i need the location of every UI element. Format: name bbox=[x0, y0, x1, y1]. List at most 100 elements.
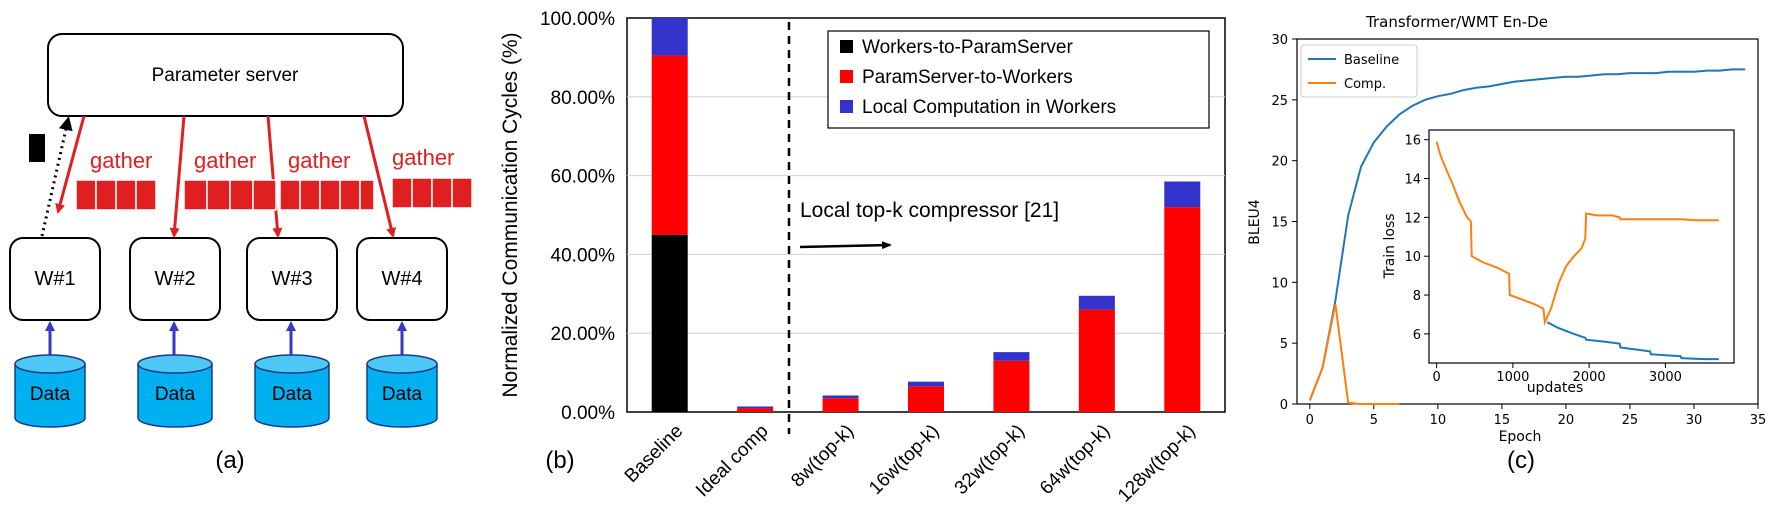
legend-c: Baseline Comp. bbox=[1300, 44, 1418, 98]
y-axis-label-b: Normalized Communication Cycles (%) bbox=[499, 32, 522, 397]
worker-label-3: W#3 bbox=[271, 268, 312, 290]
bar-segment bbox=[993, 352, 1030, 361]
x-tick-label-b: Ideal comp bbox=[692, 421, 773, 502]
worker-label-2: W#2 bbox=[154, 268, 195, 290]
gradient-blocks-4 bbox=[391, 177, 473, 209]
data-cylinder-1: Data bbox=[14, 354, 86, 428]
data-label-1: Data bbox=[30, 384, 71, 405]
axis-ticks-c: 0 5 10 15 20 25 30 35 0 5 10 15 20 25 30 bbox=[1271, 33, 1766, 428]
gather-label-3: gather bbox=[288, 148, 350, 173]
y-tick-label-b: 20.00% bbox=[551, 324, 616, 345]
panel-b-chart: 0.00% 20.00% 40.00% 60.00% 80.00% 100.00% Bas… bbox=[499, 9, 1226, 507]
panel-c-chart: Transformer/WMT En-De 0 5 10 15 20 25 30 35 0 5 10… bbox=[1247, 13, 1766, 474]
x-tick-label-b: 8w(top-k) bbox=[787, 421, 858, 492]
data-label-4: Data bbox=[382, 384, 423, 405]
y-axis-label-c: BLEU4 bbox=[1247, 199, 1263, 244]
caption-a: (a) bbox=[215, 447, 244, 474]
inset-x-tick-label: 1000 bbox=[1496, 370, 1529, 385]
inset-series-line bbox=[1435, 141, 1719, 326]
data-label-2: Data bbox=[155, 384, 196, 405]
upload-block bbox=[29, 134, 45, 162]
bars-b bbox=[651, 18, 1201, 412]
inset-c: 0 1000 2000 3000 6 8 10 12 14 16 updates Train lo… bbox=[1382, 129, 1735, 396]
inset-series-line bbox=[1546, 321, 1719, 361]
y-tick-label-c: 10 bbox=[1271, 276, 1288, 291]
bar-segment bbox=[737, 408, 774, 412]
x-tick-label-c: 5 bbox=[1370, 413, 1378, 428]
gather-label-4: gather bbox=[392, 145, 454, 170]
gather-arrow-3 bbox=[266, 115, 283, 238]
legend-b: Workers-to-ParamServer ParamServer-to-Wor… bbox=[827, 30, 1210, 129]
worker-1: W#1 bbox=[9, 237, 101, 321]
y-tick-label-b: 0.00% bbox=[561, 403, 615, 424]
inset-x-tick-label: 3000 bbox=[1649, 370, 1682, 385]
inset-y-tick-label: 8 bbox=[1413, 289, 1421, 304]
bar-segment bbox=[822, 395, 859, 399]
data-cylinder-4: Data bbox=[366, 354, 438, 428]
y-tick-label-c: 15 bbox=[1271, 216, 1288, 231]
legend-label-c: Baseline bbox=[1344, 53, 1399, 68]
legend-label-b: ParamServer-to-Workers bbox=[862, 67, 1073, 88]
worker-3: W#3 bbox=[246, 237, 338, 321]
x-tick-label-c: 15 bbox=[1494, 413, 1511, 428]
y-tick-label-b: 100.00% bbox=[540, 9, 615, 30]
caption-c: (c) bbox=[1507, 447, 1535, 474]
y-tick-label-b: 40.00% bbox=[551, 245, 616, 266]
bar-segment bbox=[908, 386, 944, 412]
bar-segment bbox=[651, 234, 688, 412]
x-tick-label-c: 0 bbox=[1306, 413, 1314, 428]
x-tick-label-c: 30 bbox=[1686, 413, 1703, 428]
panel-a-diagram: Parameter server gather gather gather ga… bbox=[9, 33, 473, 474]
series-line-c bbox=[1308, 68, 1746, 401]
x-tick-label-b: Baseline bbox=[621, 421, 687, 487]
annotation-arrow-b bbox=[799, 241, 892, 250]
gather-arrow-2 bbox=[169, 115, 186, 238]
upload-arrow bbox=[40, 116, 73, 237]
x-tick-label-b: 128w(top-k) bbox=[1114, 421, 1200, 507]
x-ticks-b: Baseline Ideal comp 8w(top-k) 16w(top-k) 32w… bbox=[621, 421, 1200, 507]
y-tick-label-b: 80.00% bbox=[551, 88, 616, 109]
inset-y-tick-label: 12 bbox=[1404, 211, 1421, 226]
inset-y-tick-label: 16 bbox=[1404, 134, 1421, 149]
series-lines-c bbox=[1308, 68, 1746, 405]
y-tick-label-b: 60.00% bbox=[551, 167, 616, 188]
bar-segment bbox=[651, 18, 688, 56]
inset-x-tick-label: 2000 bbox=[1573, 370, 1606, 385]
bar-segment bbox=[822, 398, 859, 412]
y-tick-label-c: 30 bbox=[1271, 33, 1288, 48]
inset-x-tick-label: 0 bbox=[1432, 370, 1440, 385]
x-tick-label-c: 10 bbox=[1430, 413, 1447, 428]
gradient-blocks-2 bbox=[183, 179, 277, 211]
bar-segment bbox=[1078, 295, 1115, 310]
worker-2: W#2 bbox=[129, 237, 221, 321]
data-cylinder-2: Data bbox=[137, 354, 213, 428]
y-tick-label-c: 20 bbox=[1271, 155, 1288, 170]
legend-label-b: Local Computation in Workers bbox=[862, 97, 1116, 118]
bar-segment bbox=[651, 55, 688, 235]
series-line-c bbox=[1308, 304, 1400, 405]
worker-4: W#4 bbox=[356, 237, 448, 321]
parameter-server-box bbox=[47, 33, 404, 117]
data-cylinder-3: Data bbox=[254, 354, 330, 428]
legend-swatch-b bbox=[840, 70, 853, 83]
y-tick-label-c: 25 bbox=[1271, 94, 1288, 109]
y-tick-label-c: 5 bbox=[1280, 337, 1288, 352]
inset-y-tick-label: 10 bbox=[1404, 250, 1421, 265]
inset-y-tick-label: 6 bbox=[1413, 328, 1421, 343]
bar-segment bbox=[1078, 309, 1115, 412]
gather-label-2: gather bbox=[194, 148, 256, 173]
x-tick-label-c: 35 bbox=[1750, 413, 1767, 428]
bar-segment bbox=[1164, 207, 1201, 412]
gather-label-1: gather bbox=[90, 148, 152, 173]
inset-y-label: Train loss bbox=[1382, 213, 1398, 279]
x-tick-label-b: 16w(top-k) bbox=[865, 421, 943, 499]
inset-ticks: 0 1000 2000 3000 6 8 10 12 14 16 bbox=[1404, 134, 1681, 385]
inset-x-label: updates bbox=[1527, 380, 1584, 396]
bar-segment bbox=[1164, 181, 1201, 208]
x-tick-label-c: 20 bbox=[1558, 413, 1575, 428]
worker-label-1: W#1 bbox=[34, 268, 75, 290]
parameter-server-label: Parameter server bbox=[152, 65, 299, 86]
y-ticks-b: 0.00% 20.00% 40.00% 60.00% 80.00% 100.00% bbox=[540, 9, 615, 424]
x-tick-label-c: 25 bbox=[1622, 413, 1639, 428]
